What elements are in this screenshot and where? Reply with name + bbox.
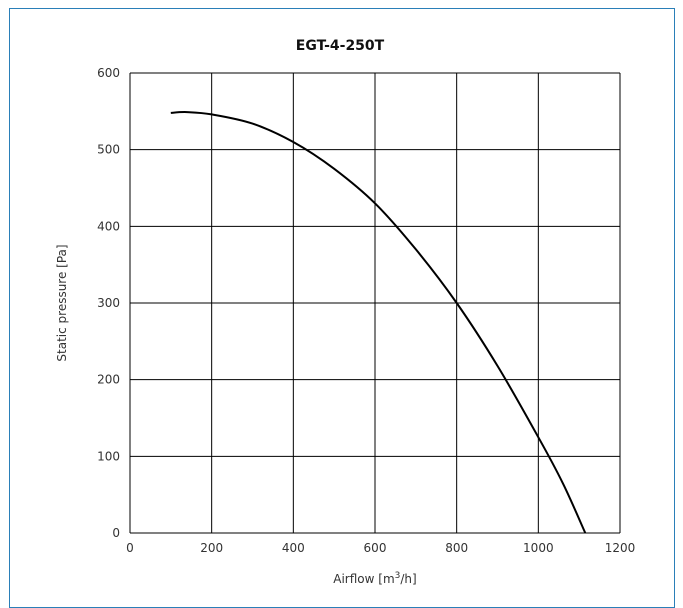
chart-title: EGT-4-250T	[296, 38, 385, 54]
y-tick-label: 600	[97, 66, 120, 80]
series-group	[170, 111, 587, 534]
y-tick-label: 300	[97, 296, 120, 310]
series-line	[170, 111, 587, 534]
x-tick-label: 200	[200, 541, 223, 555]
x-tick-label: 800	[445, 541, 468, 555]
y-tick-label: 400	[97, 219, 120, 233]
x-tick-label: 1200	[605, 541, 636, 555]
x-axis-label: Airflow [m3/h]	[333, 571, 416, 586]
y-tick-label: 0	[112, 526, 120, 540]
y-axis-label: Static pressure [Pa]	[55, 244, 69, 361]
x-tick-label: 400	[282, 541, 305, 555]
y-tick-label: 500	[97, 143, 120, 157]
y-tick-label: 100	[97, 449, 120, 463]
tick-labels: 0 200 400 600 800 1000 1200 0 100 200 300 400 500 600	[97, 66, 635, 555]
grid	[129, 72, 621, 534]
x-tick-label: 600	[364, 541, 387, 555]
chart: EGT-4-250T 0 200 400 600 800 1000 1200 0 100 200 3…	[55, 38, 635, 586]
x-axis-label-sup: 3	[395, 571, 401, 581]
x-axis-label-prefix: Airflow [m	[333, 572, 394, 586]
x-tick-label: 1000	[523, 541, 554, 555]
x-axis-label-suffix: /h]	[400, 572, 416, 586]
y-tick-label: 200	[97, 373, 120, 387]
x-tick-label: 0	[126, 541, 134, 555]
